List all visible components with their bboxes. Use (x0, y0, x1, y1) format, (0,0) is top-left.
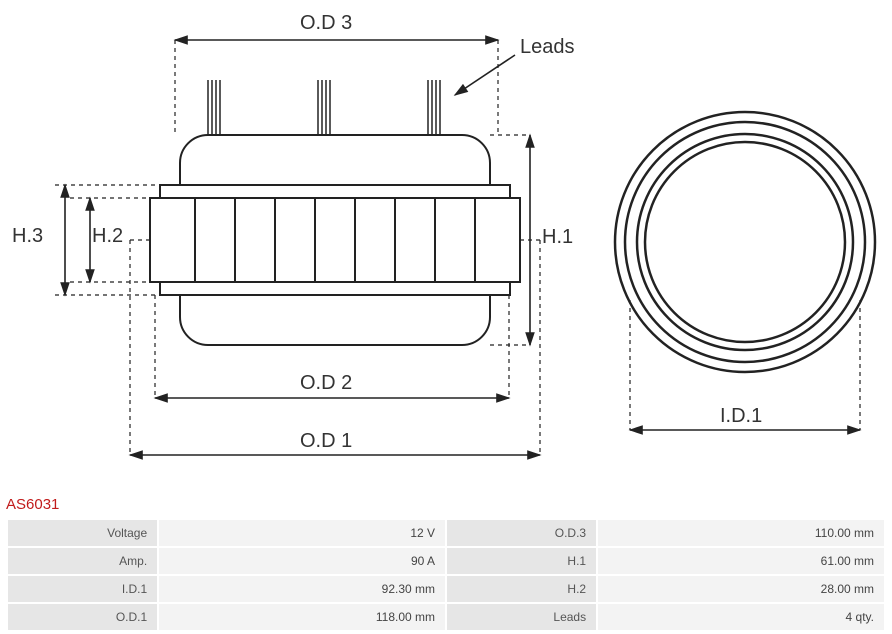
spec-value: 92.30 mm (159, 576, 445, 602)
label-h2: H.2 (92, 225, 123, 248)
label-od1: O.D 1 (300, 430, 352, 453)
label-od3: O.D 3 (300, 12, 352, 35)
table-row: O.D.1 118.00 mm Leads 4 qty. (8, 604, 884, 630)
front-view (615, 112, 875, 372)
spec-label: H.2 (447, 576, 596, 602)
label-od2: O.D 2 (300, 372, 352, 395)
part-number: AS6031 (6, 496, 59, 513)
side-view (150, 80, 520, 345)
spec-value: 28.00 mm (598, 576, 884, 602)
table-row: Amp. 90 A H.1 61.00 mm (8, 548, 884, 574)
table-row: I.D.1 92.30 mm H.2 28.00 mm (8, 576, 884, 602)
spec-value: 61.00 mm (598, 548, 884, 574)
label-h1: H.1 (542, 226, 573, 249)
spec-label: O.D.3 (447, 520, 596, 546)
spec-value: 4 qty. (598, 604, 884, 630)
spec-label: I.D.1 (8, 576, 157, 602)
label-leads: Leads (520, 36, 575, 59)
spec-value: 118.00 mm (159, 604, 445, 630)
spec-label: Leads (447, 604, 596, 630)
spec-value: 110.00 mm (598, 520, 884, 546)
spec-value: 12 V (159, 520, 445, 546)
spec-label: O.D.1 (8, 604, 157, 630)
spec-label: Amp. (8, 548, 157, 574)
spec-table: Voltage 12 V O.D.3 110.00 mm Amp. 90 A H… (6, 518, 886, 632)
label-id1: I.D.1 (720, 405, 762, 428)
spec-label: H.1 (447, 548, 596, 574)
spec-label: Voltage (8, 520, 157, 546)
spec-value: 90 A (159, 548, 445, 574)
technical-diagram: O.D 3 Leads H.1 H.2 H.3 O.D 2 O.D 1 I.D.… (0, 0, 892, 490)
table-row: Voltage 12 V O.D.3 110.00 mm (8, 520, 884, 546)
label-h3: H.3 (12, 225, 43, 248)
